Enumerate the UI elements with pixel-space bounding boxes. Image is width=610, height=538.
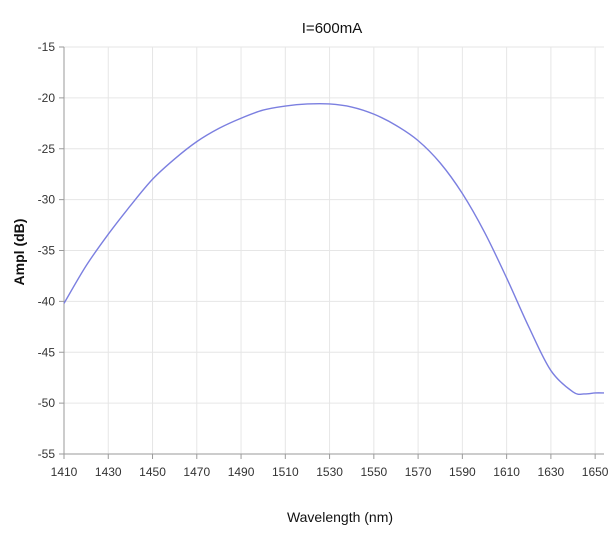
x-tick-label: 1430 — [95, 465, 122, 479]
y-tick-label: -15 — [38, 40, 56, 54]
chart-title: I=600mA — [302, 20, 362, 37]
x-tick-label: 1510 — [272, 465, 299, 479]
y-tick-label: -35 — [38, 244, 56, 258]
axes — [59, 46, 604, 459]
grid — [63, 46, 604, 455]
y-tick-label: -30 — [38, 193, 56, 207]
x-tick-label: 1650 — [582, 465, 609, 479]
x-tick-label: 1530 — [316, 465, 343, 479]
series-line — [63, 102, 605, 396]
x-tick-label: 1490 — [228, 465, 255, 479]
y-tick-label: -20 — [38, 91, 56, 105]
x-tick-label: 1410 — [51, 465, 78, 479]
x-axis-label: Wavelength (nm) — [287, 509, 393, 525]
x-tick-label: 1550 — [360, 465, 387, 479]
x-tick-label: 1450 — [139, 465, 166, 479]
x-tick-label: 1610 — [493, 465, 520, 479]
tick-labels: -15 -20 -25 -30 -35 -40 -45 -50 -55 1410 1430 1450 1… — [38, 40, 609, 479]
y-tick-label: -40 — [38, 294, 56, 308]
x-tick-label: 1630 — [538, 465, 565, 479]
series-layer — [63, 102, 605, 396]
y-tick-label: -50 — [38, 396, 56, 410]
x-tick-label: 1470 — [183, 465, 210, 479]
y-axis-label: Ampl (dB) — [11, 219, 27, 286]
y-tick-label: -55 — [38, 447, 56, 461]
y-tick-label: -25 — [38, 142, 56, 156]
y-tick-label: -45 — [38, 345, 56, 359]
x-tick-label: 1590 — [449, 465, 476, 479]
x-tick-label: 1570 — [405, 465, 432, 479]
